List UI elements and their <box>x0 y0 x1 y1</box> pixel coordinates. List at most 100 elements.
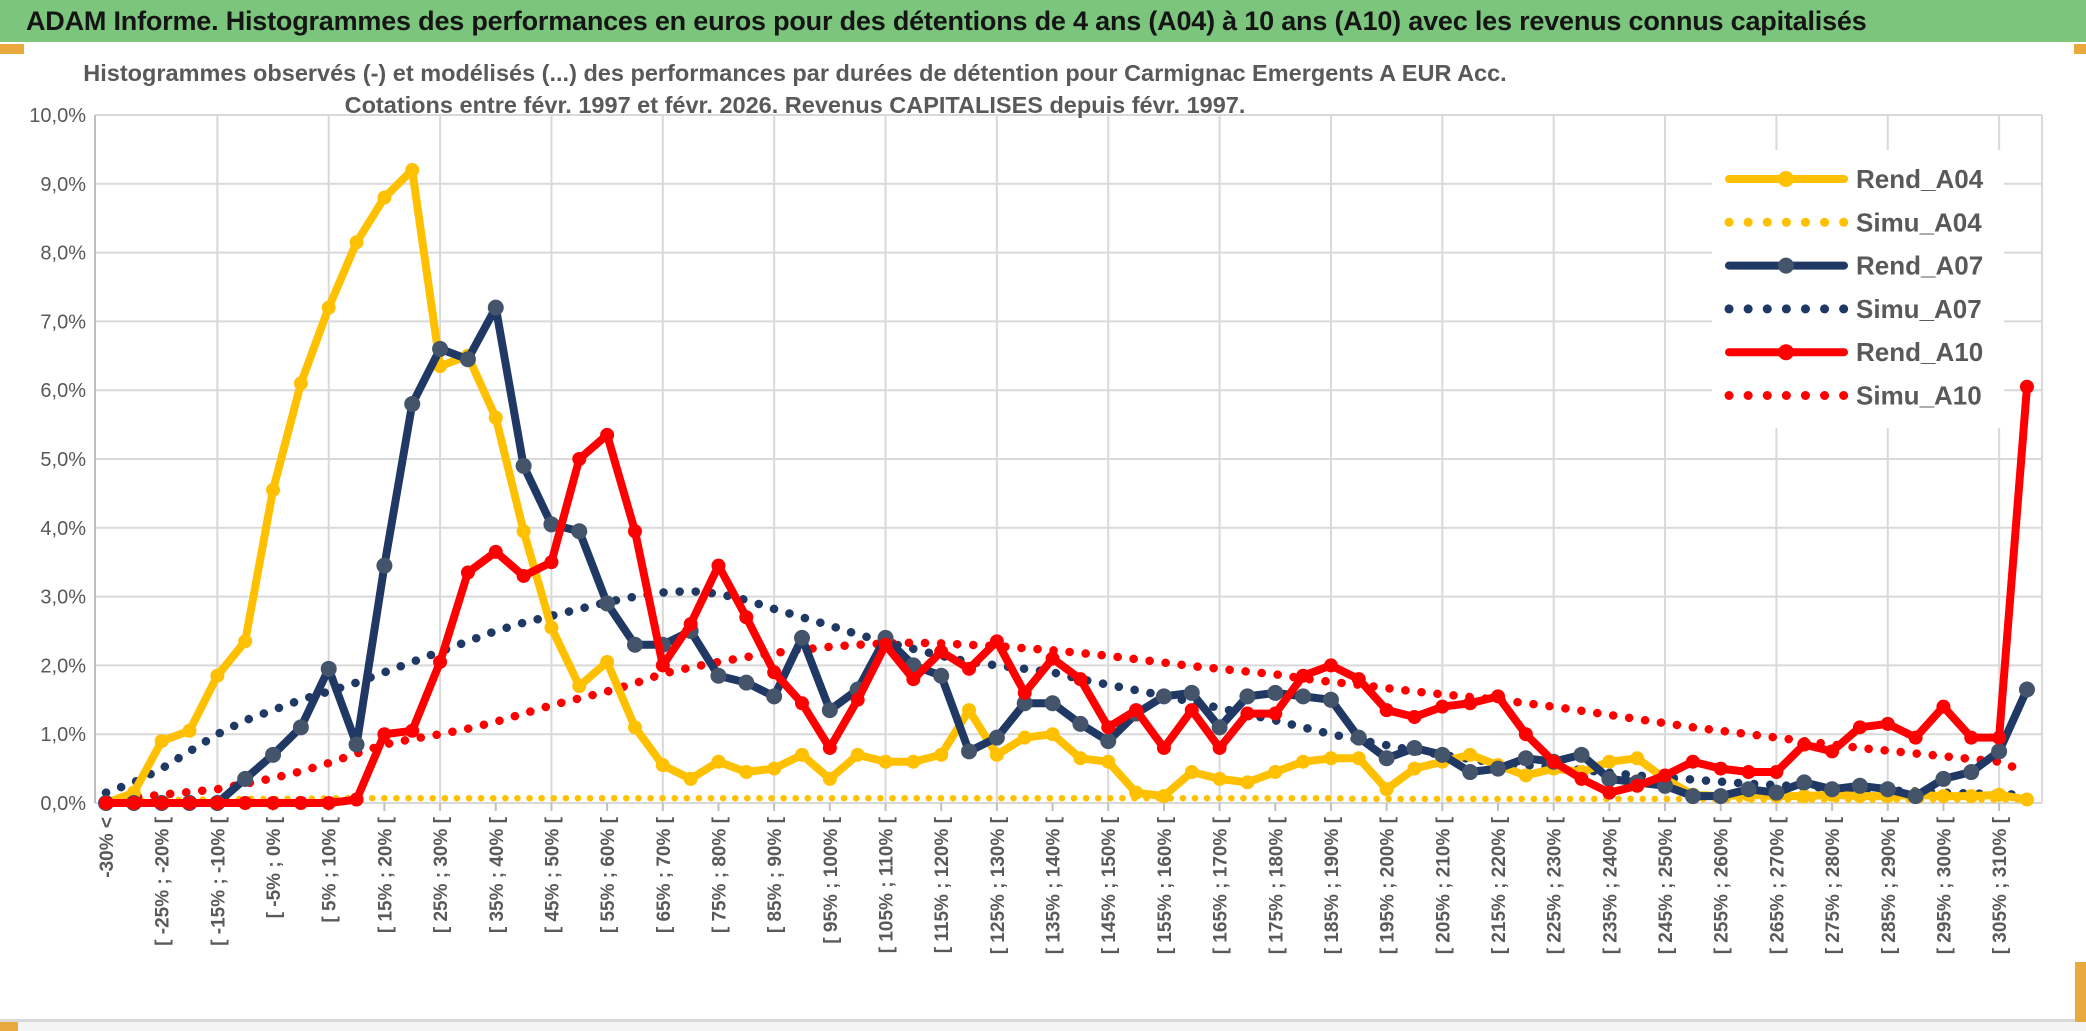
data-point <box>1491 689 1505 704</box>
x-tick-label: [ 265% ; 270% [ <box>1767 816 1788 954</box>
data-point <box>1323 658 1338 673</box>
chart-title: Histogrammes observés (-) et modélisés (… <box>83 60 1506 118</box>
data-point <box>1239 688 1256 705</box>
dotted-line <box>101 638 2032 804</box>
x-tick-label: [ 295% ; 300% [ <box>1934 816 1955 954</box>
x-tick-label: [ 105% ; 110% [ <box>877 816 898 953</box>
data-point <box>2019 379 2034 394</box>
data-point <box>432 340 449 357</box>
legend-item-Rend_A04: Rend_A04 <box>1725 164 1984 194</box>
y-tick-label: 4,0% <box>40 518 86 540</box>
x-tick-label: [ 175% ; 180% [ <box>1266 816 1287 954</box>
x-axis-ticks <box>105 803 2001 811</box>
gold-accent-top-left <box>0 44 24 54</box>
data-point <box>1880 716 1895 731</box>
data-point <box>1212 740 1227 755</box>
data-point <box>683 617 698 632</box>
legend-label: Rend_A07 <box>1856 251 1983 281</box>
data-point <box>99 796 113 810</box>
data-point <box>1463 747 1478 762</box>
data-point <box>1825 744 1840 759</box>
series-Rend_A10 <box>99 379 2034 810</box>
data-point <box>1045 727 1060 742</box>
data-point <box>1129 703 1144 718</box>
data-point <box>795 747 809 762</box>
gold-accent-top-right <box>2074 44 2086 54</box>
data-point <box>1713 761 1728 776</box>
data-point <box>1407 710 1422 724</box>
data-point <box>1323 751 1338 766</box>
data-point <box>878 754 893 769</box>
data-point <box>655 658 670 673</box>
x-axis-labels: -30% < [ -25% ; -20% [[ -15% ; -10% [[ -5… <box>97 816 2011 954</box>
data-point <box>1684 788 1701 805</box>
x-tick-label: [ 135% ; 140% [ <box>1044 816 1065 954</box>
legend-label: Simu_A04 <box>1856 207 1982 237</box>
data-point <box>962 661 977 676</box>
data-point <box>1268 765 1283 780</box>
series-Simu_A07 <box>101 586 2032 799</box>
data-point <box>1518 727 1533 742</box>
x-tick-label: [ 145% ; 150% [ <box>1099 816 1120 954</box>
data-point <box>1658 768 1673 783</box>
data-point <box>266 482 281 497</box>
data-point <box>1184 703 1199 718</box>
x-tick-label: [ 85% ; 90% [ <box>765 816 786 933</box>
data-point <box>1435 699 1450 714</box>
x-tick-label: [ 235% ; 240% [ <box>1600 816 1621 954</box>
data-point <box>1434 746 1451 763</box>
data-point <box>1574 771 1589 786</box>
data-point <box>1936 789 1951 804</box>
data-point <box>1378 750 1395 767</box>
y-tick-label: 0,0% <box>40 793 86 815</box>
data-point <box>655 758 670 773</box>
data-point <box>1156 789 1171 804</box>
data-point <box>1407 761 1422 776</box>
data-point <box>182 796 197 810</box>
data-point <box>1797 737 1812 752</box>
data-point <box>934 747 949 762</box>
data-point <box>321 796 336 810</box>
data-point <box>906 672 921 687</box>
data-point <box>544 555 559 570</box>
data-point <box>626 636 643 653</box>
legend-item-Rend_A10: Rend_A10 <box>1725 337 1983 367</box>
data-point <box>1630 751 1645 766</box>
data-point <box>1657 777 1674 794</box>
data-point <box>1406 739 1423 756</box>
data-point <box>600 654 615 669</box>
data-point <box>1601 770 1618 787</box>
x-tick-label: [ 245% ; 250% [ <box>1656 816 1677 954</box>
data-point <box>627 524 642 539</box>
x-tick-label: [ 5% ; 10% [ <box>320 816 341 922</box>
dotted-line <box>101 586 2032 799</box>
x-tick-label: [ 115% ; 120% [ <box>932 816 953 953</box>
data-point <box>738 674 755 691</box>
page-title: ADAM Informe. Histogrammes des performan… <box>26 5 1867 36</box>
data-point <box>1155 688 1172 705</box>
data-point <box>1824 781 1841 798</box>
data-point <box>1045 651 1060 666</box>
data-point <box>822 740 837 755</box>
data-point <box>1992 787 2007 802</box>
data-point <box>182 723 197 738</box>
bottom-divider <box>0 1019 2086 1022</box>
legend-label: Rend_A04 <box>1856 164 1984 194</box>
x-tick-label: [ 155% ; 160% [ <box>1155 816 1176 954</box>
data-point <box>1964 789 1979 804</box>
y-tick-label: 9,0% <box>40 174 86 196</box>
data-point <box>1546 754 1561 769</box>
data-point <box>1852 720 1867 735</box>
data-point <box>878 637 893 652</box>
data-point <box>989 747 1004 762</box>
data-point <box>739 765 754 780</box>
data-point <box>1322 691 1339 708</box>
y-tick-label: 2,0% <box>40 655 86 677</box>
y-axis-labels: 0,0% 1,0% 2,0% 3,0% 4,0% 5,0% 6,0% 7,0% 8,0% 9,0%… <box>29 105 86 815</box>
data-point <box>571 523 588 540</box>
data-point <box>1573 746 1590 763</box>
data-point <box>433 654 448 669</box>
x-tick-label: [ 125% ; 130% [ <box>988 816 1009 954</box>
data-point <box>1101 720 1116 735</box>
